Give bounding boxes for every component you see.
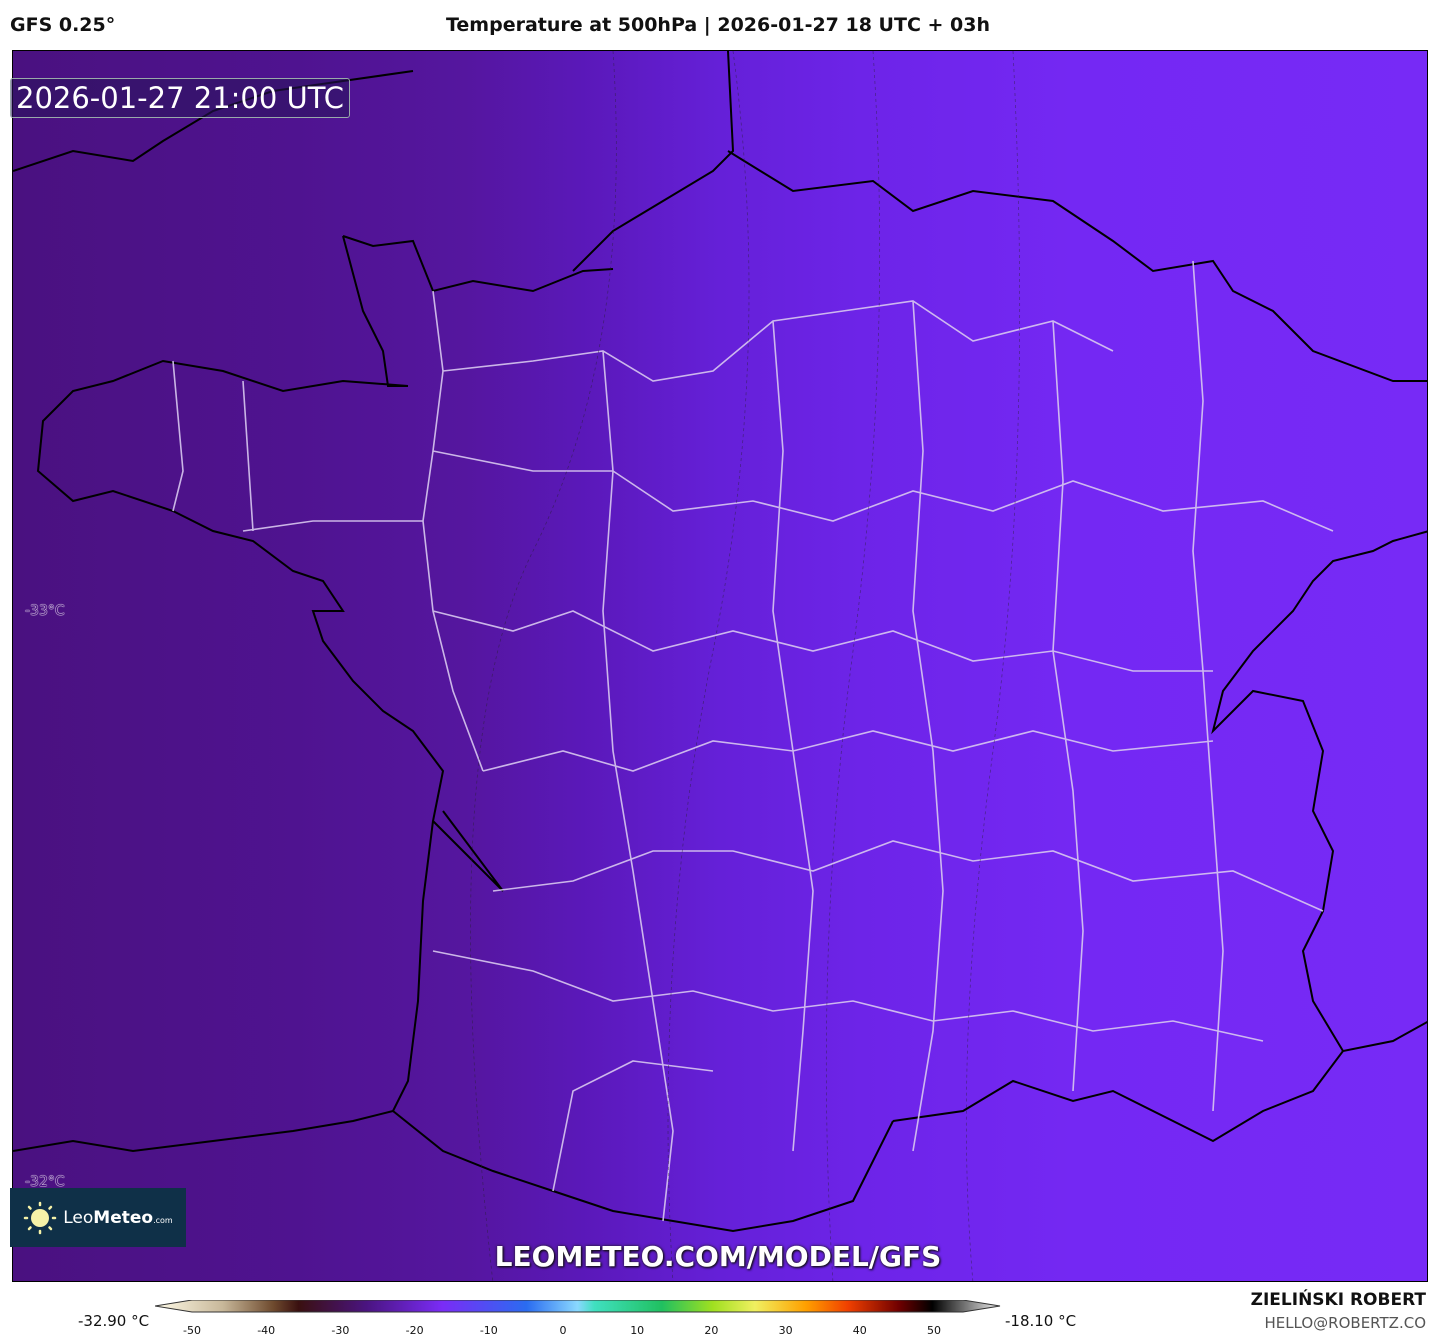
author-name: ZIELIŃSKI ROBERT [1250,1290,1426,1310]
colorbar-max-label: -18.10 °C [1005,1312,1077,1330]
model-name: GFS 0.25° [10,14,116,36]
colorbar-tick-label: -50 [183,1324,201,1337]
isotherm-lines [470,51,1021,1281]
map-borders [13,51,1427,1281]
leometeo-logo: LeoMeteo.com [10,1188,186,1247]
isotherm-label: -32°C [25,1174,65,1190]
colorbar-tick-label: 40 [852,1324,867,1337]
national-border [392,150,1427,1233]
colorbar [155,1300,1001,1313]
colorbar-tick-label: 0 [559,1324,567,1337]
valid-time-stamp: 2026-01-27 21:00 UTC [10,78,351,118]
author-email: HELLO@ROBERTZ.CO [1264,1314,1426,1332]
map-title: Temperature at 500hPa | 2026-01-27 18 UT… [445,14,991,36]
colorbar-fill [155,1300,1001,1313]
isotherm-label: -33°C [25,603,65,619]
watermark-url: LEOMETEO.COM/MODEL/GFS [494,1240,942,1273]
sun-icon [24,1201,57,1234]
colorbar-tick-label: -20 [405,1324,424,1337]
colorbar-tick-label: -30 [331,1324,350,1337]
colorbar-tick-label: 50 [927,1324,941,1337]
temperature-map: -33°C -32°C [12,50,1428,1282]
colorbar-tick-label: 10 [630,1324,645,1337]
logo-text: LeoMeteo.com [63,1207,173,1228]
colorbar-tick-label: -10 [479,1324,498,1337]
colorbar-tick-label: 20 [704,1324,719,1337]
region-borders [172,260,1334,1222]
colorbar-tick-label: -40 [257,1324,276,1337]
coastline [13,51,1427,1153]
colorbar-tick-label: 30 [778,1324,793,1337]
colorbar-min-label: -32.90 °C [78,1312,150,1330]
